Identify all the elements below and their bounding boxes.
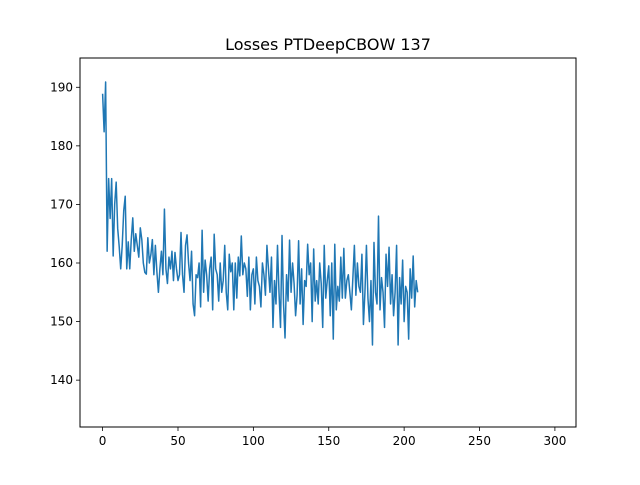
y-tick-label: 180	[50, 139, 73, 153]
axes-frame	[79, 57, 577, 428]
series-line-0	[101, 81, 419, 346]
y-tick-label: 140	[50, 373, 73, 387]
y-axis: 140 150 160 170 180 190	[50, 80, 80, 387]
x-tick-label: 300	[543, 434, 566, 448]
y-tick-label: 160	[50, 256, 73, 270]
x-tick-label: 150	[317, 434, 340, 448]
x-tick-label: 100	[242, 434, 265, 448]
x-tick-label: 0	[99, 434, 107, 448]
y-tick-label: 150	[50, 315, 73, 329]
plot-area	[101, 81, 419, 346]
x-tick-label: 250	[468, 434, 491, 448]
y-tick-label: 170	[50, 197, 73, 211]
x-axis: 0 50 100 150 200 250 300	[99, 427, 566, 448]
y-tick-label: 190	[50, 80, 73, 94]
x-tick-label: 200	[393, 434, 416, 448]
chart-title: Losses PTDeepCBOW 137	[225, 35, 431, 54]
x-tick-label: 50	[170, 434, 185, 448]
